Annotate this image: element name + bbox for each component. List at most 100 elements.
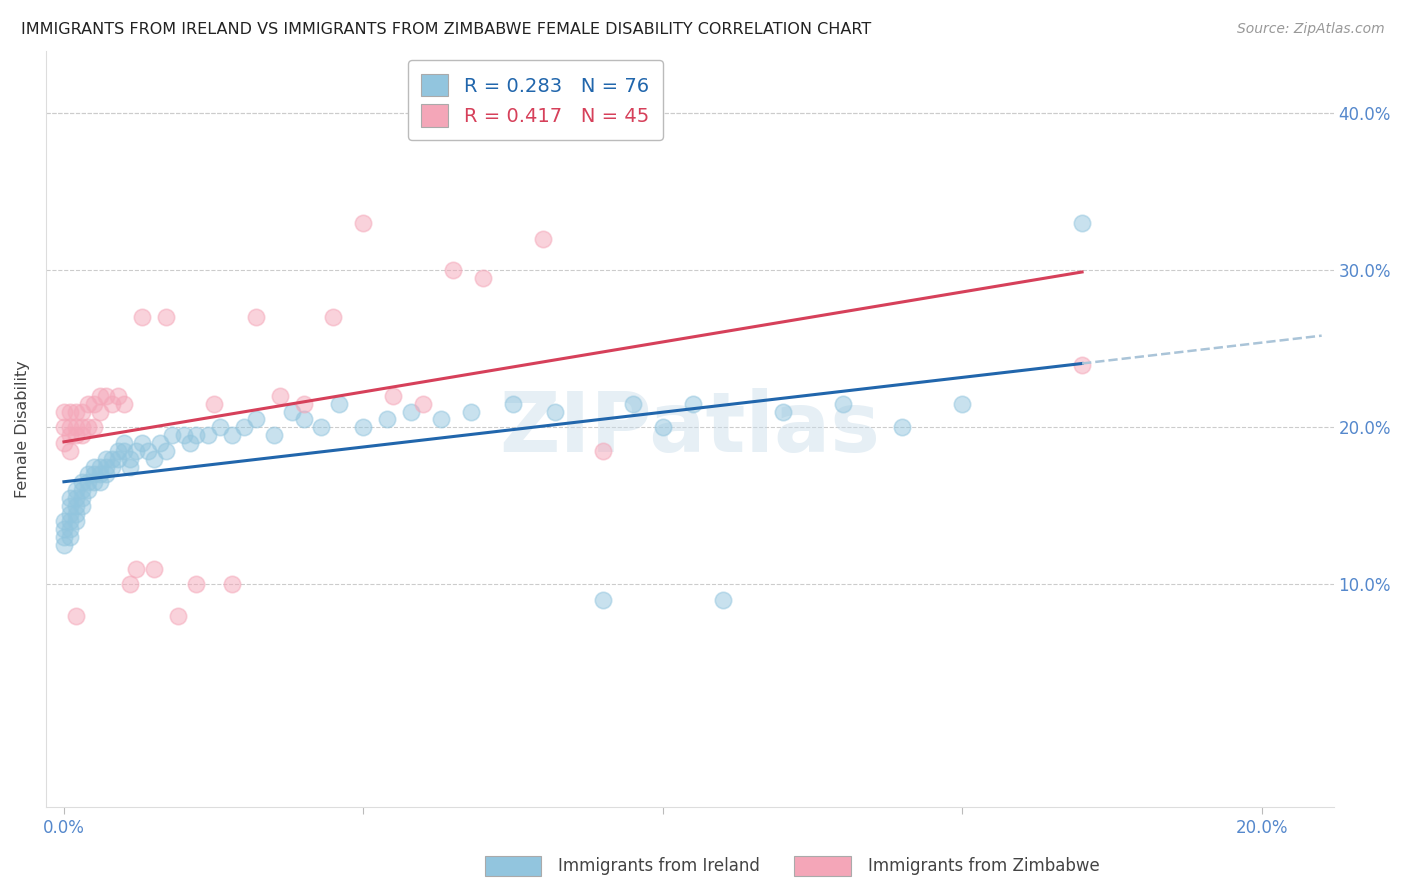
Point [77,397,100,411]
Point [70,475,93,490]
Point [142,561,165,575]
Point [112,397,135,411]
Point [65,483,87,497]
Point [441,263,464,277]
Point [59,404,82,418]
Point [89,475,111,490]
Point [118,459,141,474]
Text: Source: ZipAtlas.com: Source: ZipAtlas.com [1237,22,1385,37]
Text: Immigrants from Zimbabwe: Immigrants from Zimbabwe [868,857,1099,875]
Point [77,467,100,482]
Point [70,420,93,434]
Point [101,459,124,474]
Point [245,310,267,325]
Point [70,499,93,513]
Point [65,515,87,529]
Point [83,420,105,434]
Point [89,389,111,403]
Point [83,397,105,411]
Point [83,475,105,490]
Point [59,499,82,513]
Point [502,397,524,411]
Point [184,577,207,591]
Point [208,420,231,434]
Point [136,443,159,458]
Point [65,404,87,418]
Text: IMMIGRANTS FROM IRELAND VS IMMIGRANTS FROM ZIMBABWE FEMALE DISABILITY CORRELATIO: IMMIGRANTS FROM IRELAND VS IMMIGRANTS FR… [21,22,872,37]
Point [52,530,75,544]
Point [166,608,188,623]
Point [412,397,434,411]
Point [221,428,243,442]
Point [280,404,302,418]
Point [70,404,93,418]
Point [59,428,82,442]
Point [59,443,82,458]
Point [94,389,117,403]
Point [89,404,111,418]
Point [352,216,374,230]
Point [59,507,82,521]
Point [52,522,75,536]
Point [59,491,82,505]
Point [94,459,117,474]
Point [125,443,148,458]
Point [89,467,111,482]
Point [311,420,333,434]
Point [232,420,254,434]
Point [52,515,75,529]
Legend: R = 0.283   N = 76, R = 0.417   N = 45: R = 0.283 N = 76, R = 0.417 N = 45 [408,61,662,140]
Point [711,593,734,607]
Point [1071,358,1094,372]
Point [52,404,75,418]
Point [197,428,219,442]
Point [202,397,225,411]
Point [77,475,100,490]
Point [430,412,453,426]
Point [1071,216,1094,230]
Point [59,522,82,536]
Point [352,420,374,434]
Point [221,577,243,591]
Point [184,428,207,442]
Point [83,467,105,482]
Point [682,397,704,411]
Point [460,404,482,418]
Point [77,420,100,434]
Point [831,397,853,411]
Point [472,271,495,285]
Point [59,420,82,434]
Point [149,436,172,450]
Point [401,404,423,418]
Point [292,397,315,411]
Point [891,420,914,434]
Point [772,404,794,418]
Text: Immigrants from Ireland: Immigrants from Ireland [558,857,761,875]
Point [179,436,201,450]
Point [292,412,315,426]
Point [118,451,141,466]
Point [155,443,177,458]
Point [160,428,183,442]
Point [94,451,117,466]
Point [322,310,344,325]
Point [112,443,135,458]
Point [328,397,350,411]
Point [65,420,87,434]
Point [94,467,117,482]
Point [544,404,567,418]
Point [592,593,614,607]
Point [592,443,614,458]
Point [155,310,177,325]
Point [83,459,105,474]
Point [77,483,100,497]
Point [382,389,405,403]
Point [245,412,267,426]
Point [89,459,111,474]
Point [59,515,82,529]
Point [950,397,973,411]
Point [70,491,93,505]
Point [65,491,87,505]
Point [52,538,75,552]
Point [131,310,153,325]
